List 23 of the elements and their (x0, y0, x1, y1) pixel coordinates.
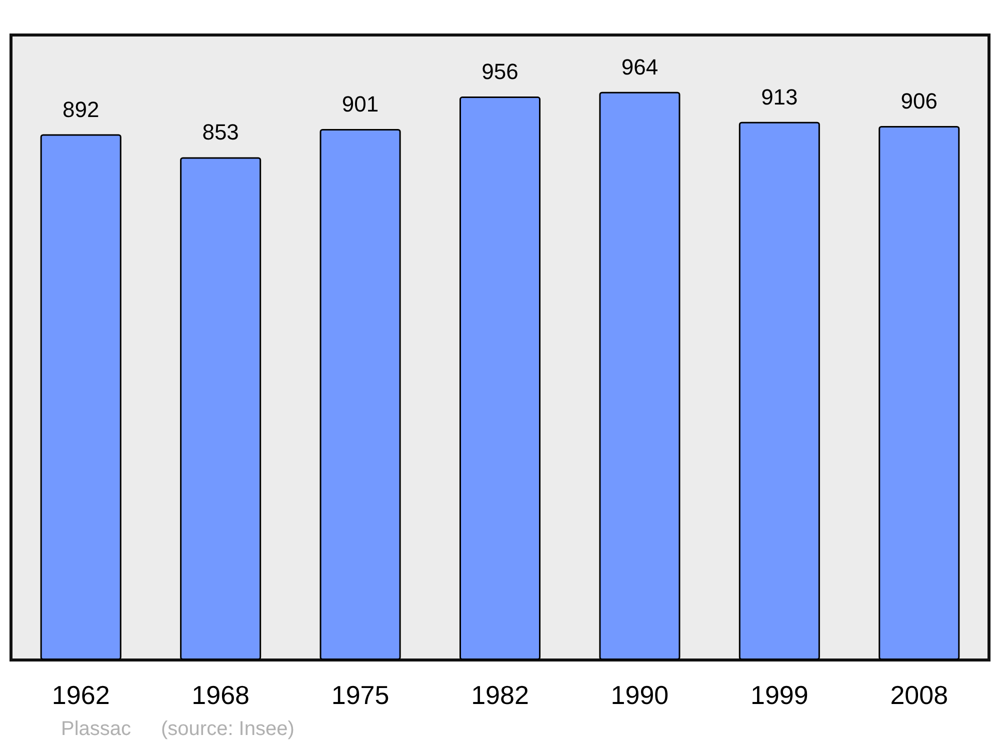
data-label: 892 (62, 96, 100, 122)
x-tick-label: 2008 (890, 680, 948, 710)
data-label: 956 (482, 59, 518, 84)
data-label: 906 (900, 88, 938, 114)
bar (320, 128, 401, 660)
bar (459, 96, 541, 660)
x-tick-label: 1962 (52, 680, 110, 710)
data-label: 913 (761, 84, 798, 110)
x-tick-label: 1999 (750, 680, 808, 710)
data-label: 964 (621, 54, 658, 80)
bar (738, 122, 820, 660)
bar (180, 157, 262, 660)
text: (source: Insee) (161, 718, 294, 740)
bar (878, 126, 960, 660)
x-tick-label: 1975 (331, 680, 390, 710)
bar (40, 134, 122, 660)
bar (599, 92, 680, 660)
data-label: 901 (342, 91, 379, 116)
text: Plassac (61, 718, 132, 740)
x-tick-label: 1990 (610, 680, 669, 710)
x-tick-label: 1982 (471, 680, 529, 710)
x-tick-label: 1968 (192, 680, 250, 710)
data-label: 853 (202, 120, 239, 145)
